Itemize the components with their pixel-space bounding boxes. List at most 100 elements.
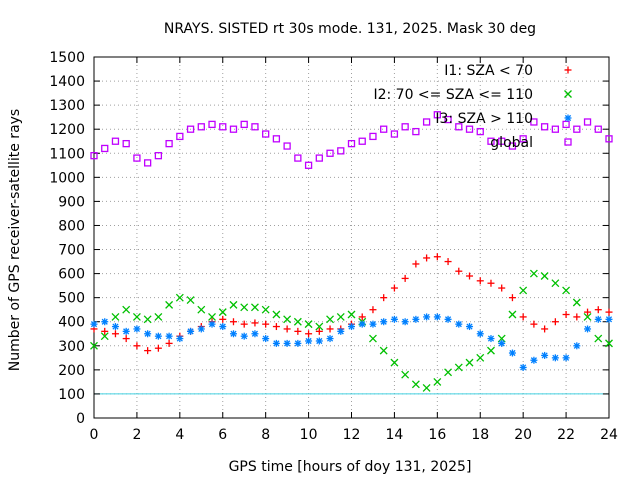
data-point — [326, 149, 334, 157]
data-point — [465, 358, 474, 367]
data-point — [154, 344, 162, 352]
data-point — [218, 308, 227, 317]
y-tick-label: 600 — [58, 267, 85, 283]
data-point — [573, 125, 581, 133]
data-point — [122, 327, 130, 335]
data-point — [562, 120, 570, 129]
data-point — [454, 363, 463, 372]
data-point — [562, 286, 571, 295]
data-point — [154, 152, 163, 160]
data-point — [187, 327, 195, 335]
x-tick-label: 10 — [300, 427, 318, 443]
data-point — [433, 377, 442, 386]
data-point — [144, 347, 152, 355]
data-point — [529, 269, 538, 278]
data-point — [605, 135, 613, 143]
data-point — [476, 353, 485, 362]
x-tick-label: 14 — [386, 427, 404, 443]
data-point — [476, 127, 484, 136]
data-point — [101, 327, 109, 335]
data-point — [133, 325, 141, 333]
data-point — [272, 339, 280, 347]
data-point — [197, 305, 206, 314]
data-point — [283, 142, 291, 150]
data-point — [272, 310, 281, 319]
legend-label: I2: 70 <= SZA <= 110 — [373, 87, 533, 103]
data-point — [143, 315, 152, 324]
data-point — [240, 120, 248, 129]
data-point — [283, 315, 292, 324]
series-2 — [90, 269, 613, 392]
data-point — [165, 300, 174, 309]
data-point — [251, 123, 259, 131]
x-tick-label: 6 — [218, 427, 227, 443]
data-point — [455, 123, 463, 131]
data-point — [433, 111, 441, 119]
data-point — [197, 123, 205, 131]
data-point — [573, 313, 581, 321]
data-point — [304, 161, 313, 169]
data-point — [530, 356, 538, 364]
data-point — [208, 320, 216, 328]
data-point — [305, 330, 313, 338]
data-point — [101, 318, 109, 326]
data-point — [293, 317, 302, 326]
data-point — [401, 318, 409, 326]
data-point — [315, 337, 323, 345]
y-tick-label: 500 — [58, 291, 85, 307]
data-point — [122, 305, 131, 314]
x-tick-label: 20 — [514, 427, 532, 443]
data-point — [368, 334, 377, 343]
x-axis-label: GPS time [hours of doy 131, 2025] — [229, 459, 472, 475]
data-point — [240, 332, 248, 340]
data-point — [208, 120, 216, 129]
data-point — [337, 327, 345, 335]
data-point — [584, 308, 592, 316]
data-point — [487, 335, 495, 343]
x-tick-label: 2 — [132, 427, 141, 443]
data-point — [315, 327, 323, 335]
data-point — [144, 330, 152, 338]
data-point — [100, 332, 109, 341]
data-point — [304, 320, 313, 329]
x-tick-label: 8 — [261, 427, 270, 443]
data-point — [251, 330, 259, 338]
data-point — [444, 315, 452, 323]
data-point — [562, 354, 570, 362]
data-point — [465, 125, 474, 133]
legend-label: global — [490, 135, 533, 151]
y-tick-label: 1100 — [49, 146, 85, 162]
data-point — [208, 312, 216, 321]
data-point — [551, 279, 560, 288]
data-point — [111, 137, 120, 145]
y-tick-label: 900 — [58, 194, 85, 210]
data-point — [519, 313, 527, 321]
data-point — [519, 286, 528, 295]
data-point — [315, 154, 323, 162]
data-point — [498, 284, 506, 292]
data-point — [444, 368, 453, 377]
data-point — [369, 306, 377, 314]
data-point — [455, 267, 463, 275]
data-point — [380, 318, 388, 326]
data-point — [250, 303, 259, 312]
data-point — [455, 320, 463, 328]
x-tick-label: 12 — [343, 427, 361, 443]
data-point — [594, 334, 603, 343]
data-point — [422, 118, 431, 126]
data-point — [390, 284, 398, 292]
data-point — [132, 312, 141, 321]
y-tick-label: 400 — [58, 315, 85, 331]
data-point — [90, 320, 98, 328]
legend-marker — [564, 90, 572, 98]
data-point — [229, 330, 237, 338]
data-point — [583, 312, 592, 321]
data-point — [229, 318, 237, 326]
data-point — [262, 130, 270, 138]
data-point — [219, 323, 227, 331]
y-tick-label: 1200 — [49, 122, 85, 138]
y-tick-label: 800 — [58, 218, 85, 234]
data-point — [476, 277, 484, 285]
data-point — [508, 142, 517, 150]
data-point — [423, 313, 431, 321]
